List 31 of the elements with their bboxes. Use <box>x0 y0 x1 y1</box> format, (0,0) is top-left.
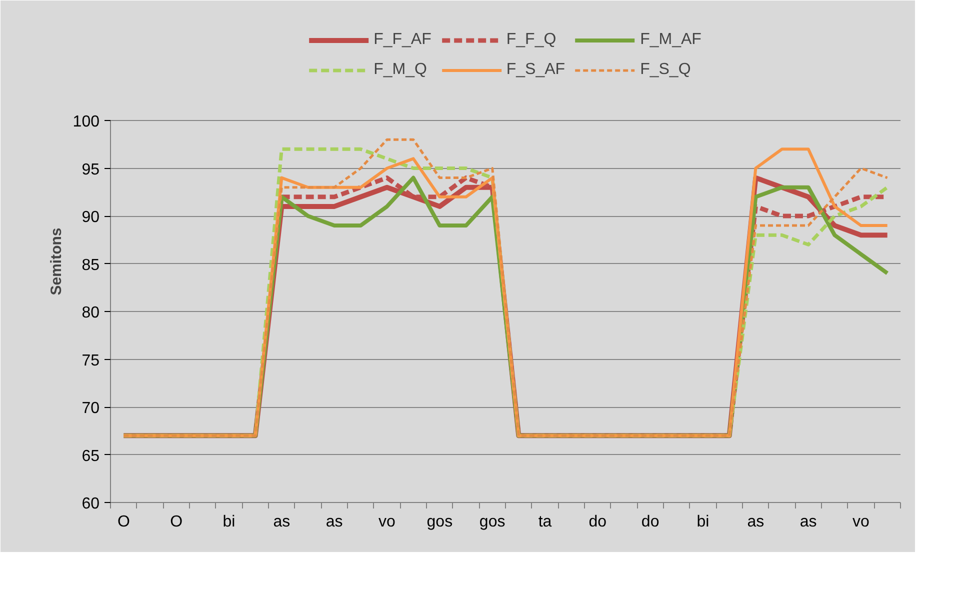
x-tick-label: do <box>641 514 660 530</box>
x-tick-label: do <box>588 514 607 530</box>
x-tick-label: vo <box>852 514 870 530</box>
x-tick-label: O <box>117 514 130 530</box>
x-tick-label: as <box>326 514 343 530</box>
y-tick-label: 100 <box>72 114 100 130</box>
x-tick-label: vo <box>378 514 396 530</box>
legend-label: F_M_AF <box>640 31 702 49</box>
x-tick-label: bi <box>222 514 236 530</box>
legend-label: F_F_Q <box>506 31 556 49</box>
x-tick-label: ta <box>538 514 552 530</box>
x-tick-label: as <box>273 514 290 530</box>
y-tick-label: 95 <box>82 161 100 178</box>
x-tick-label: O <box>170 514 183 530</box>
y-axis-title: Semitons <box>48 228 65 296</box>
x-tick-label: as <box>800 514 817 530</box>
y-tick-label: 60 <box>82 496 100 512</box>
x-tick-label: as <box>747 514 764 530</box>
y-tick-label: 80 <box>82 304 100 322</box>
x-tick-label: gos <box>479 514 506 530</box>
y-tick-label: 70 <box>82 400 100 417</box>
y-tick-label: 90 <box>82 209 100 226</box>
legend-label: F_F_AF <box>374 31 432 49</box>
legend-label: F_S_AF <box>506 61 566 79</box>
y-tick-label: 75 <box>82 352 100 370</box>
legend-label: F_S_Q <box>640 61 691 79</box>
legend-label: F_M_Q <box>374 61 427 79</box>
y-tick-label: 65 <box>82 448 100 465</box>
x-tick-label: bi <box>696 514 710 530</box>
x-tick-label: gos <box>426 514 453 530</box>
y-tick-label: 85 <box>82 256 100 274</box>
